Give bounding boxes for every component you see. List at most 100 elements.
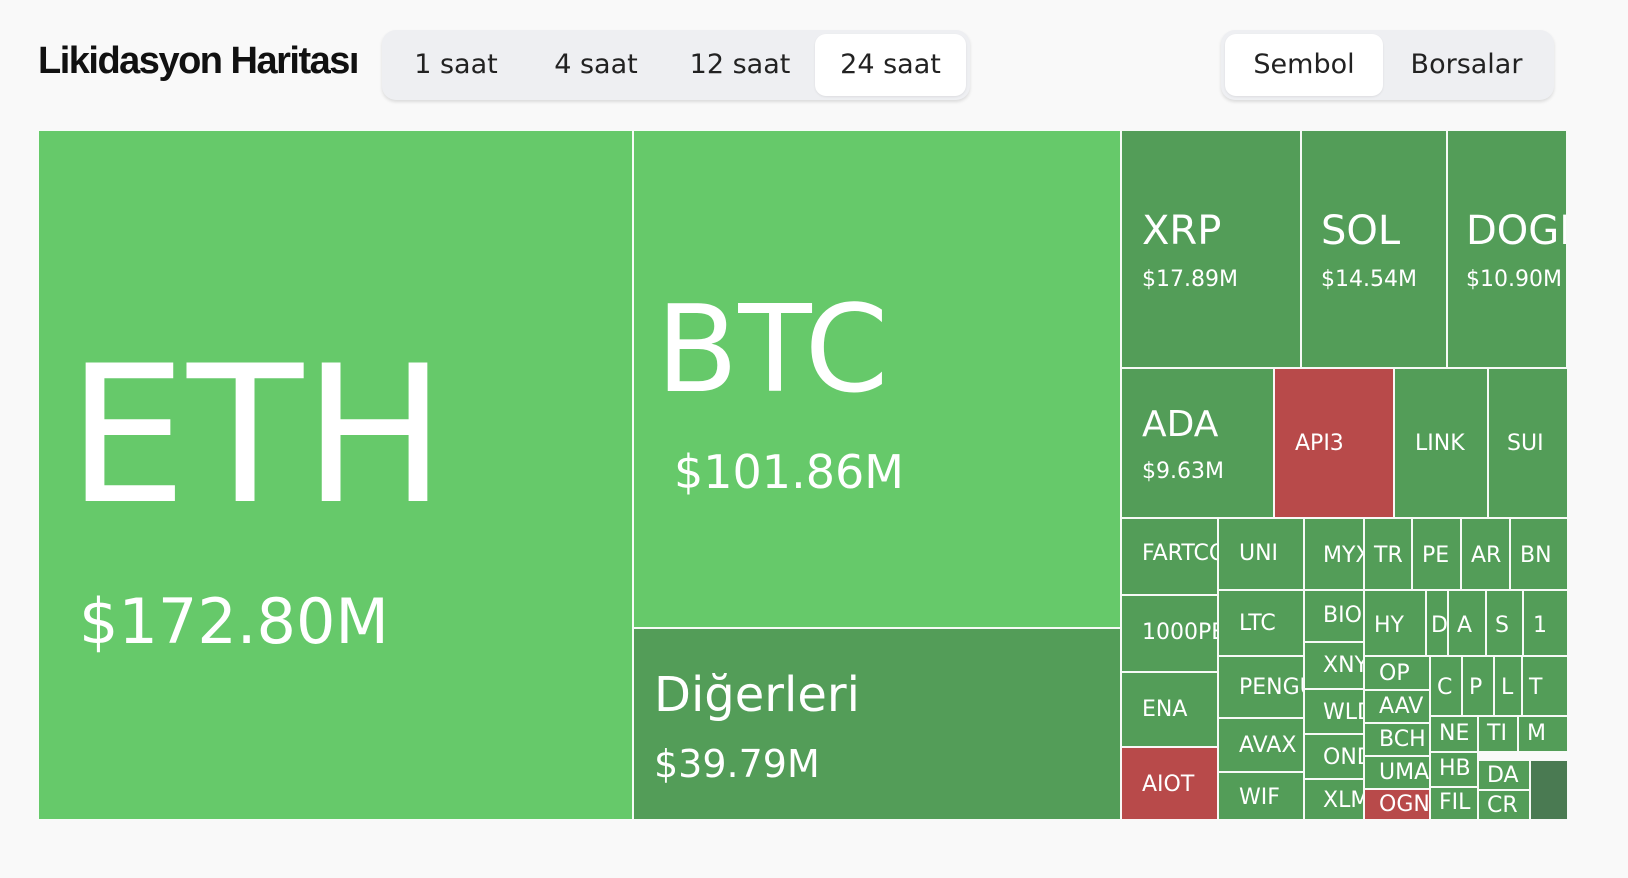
cell-symbol: ENA [1142, 697, 1188, 722]
tab-12-saat[interactable]: 12 saat [689, 49, 791, 80]
treemap-cell[interactable]: OP [1364, 656, 1430, 690]
cell-value: $9.63M [1142, 459, 1224, 484]
treemap-cell[interactable]: XNY [1304, 642, 1364, 689]
tab-4-saat[interactable]: 4 saat [554, 49, 638, 80]
cell-symbol: C [1437, 675, 1453, 700]
cell-symbol: AAV [1379, 694, 1424, 719]
treemap-cell[interactable]: FIL [1430, 787, 1478, 820]
treemap-cell[interactable]: PE [1412, 518, 1461, 590]
cell-symbol: SUI [1507, 431, 1544, 456]
cell-symbol: LINK [1415, 431, 1465, 456]
treemap-cell[interactable]: SOL $14.54M [1301, 130, 1447, 368]
treemap-cell[interactable]: P [1462, 656, 1494, 716]
cell-symbol: Diğerleri [654, 667, 860, 723]
cell-symbol: TR [1374, 543, 1403, 568]
cell-value: $172.80M [79, 585, 389, 658]
cell-symbol: OP [1379, 661, 1410, 686]
cell-symbol: WIF [1239, 785, 1280, 810]
tab-sembol[interactable]: Sembol [1225, 34, 1383, 96]
cell-symbol: L [1501, 675, 1514, 700]
treemap-cell[interactable]: 1 [1523, 590, 1568, 656]
cell-symbol: OGN [1379, 792, 1430, 817]
treemap-cell[interactable]: HB [1430, 752, 1478, 787]
treemap-cell[interactable]: XRP $17.89M [1121, 130, 1301, 368]
cell-symbol: DA [1487, 763, 1519, 788]
cell-symbol: AVAX [1239, 733, 1297, 758]
treemap-cell[interactable]: TR [1364, 518, 1412, 590]
treemap-cell[interactable]: ENA [1121, 672, 1218, 747]
treemap-cell[interactable]: S [1486, 590, 1523, 656]
treemap-cell[interactable]: TI [1478, 716, 1518, 752]
treemap-cell[interactable]: CR [1478, 790, 1530, 820]
tab-24-saat[interactable]: 24 saat [815, 34, 966, 96]
treemap-cell[interactable]: FARTCOIN [1121, 518, 1218, 595]
cell-symbol: BIO [1323, 603, 1362, 628]
treemap-cell[interactable]: Diğerleri $39.79M [633, 628, 1121, 820]
cell-symbol: MYX [1323, 543, 1363, 568]
treemap-cell[interactable]: NE [1430, 716, 1478, 752]
treemap-cell[interactable]: A [1448, 590, 1486, 656]
treemap-cell[interactable]: 1000PEPE [1121, 595, 1218, 672]
treemap-cell[interactable]: XLM [1304, 779, 1364, 820]
treemap-cell[interactable]: AR [1461, 518, 1510, 590]
treemap-cell[interactable]: AVAX [1218, 718, 1304, 772]
cell-symbol: A [1457, 613, 1473, 638]
cell-symbol: 1000PEPE [1142, 620, 1217, 645]
timeframe-selector: 1 saat 4 saat 12 saat 24 saat [382, 30, 970, 100]
cell-symbol: NE [1439, 721, 1470, 746]
treemap-cell[interactable]: C [1430, 656, 1462, 716]
treemap-cell[interactable]: OGN [1364, 789, 1430, 820]
cell-symbol: LTC [1239, 611, 1276, 636]
treemap-cell[interactable]: L [1494, 656, 1522, 716]
cell-symbol: DO [1431, 613, 1448, 638]
cell-symbol: UNI [1239, 541, 1279, 566]
treemap-cell[interactable]: BIO [1304, 590, 1364, 642]
treemap-cell[interactable]: AIOT [1121, 747, 1218, 820]
cell-symbol: BN [1520, 543, 1552, 568]
cell-symbol: CR [1487, 793, 1518, 818]
cell-symbol: BCH [1379, 727, 1426, 752]
cell-symbol: SOL [1321, 208, 1401, 254]
treemap-cell[interactable]: DA [1478, 760, 1530, 790]
treemap-cell[interactable]: UNI [1218, 518, 1304, 590]
treemap-cell[interactable]: MYX [1304, 518, 1364, 590]
treemap-cell[interactable]: AAV [1364, 690, 1430, 723]
cell-symbol: BTC [656, 281, 889, 420]
cell-symbol: ADA [1142, 404, 1219, 445]
view-selector: Sembol Borsalar [1221, 30, 1554, 100]
treemap-cell[interactable]: WLD [1304, 689, 1364, 734]
treemap-cell[interactable]: BTC $101.86M [633, 130, 1121, 628]
cell-symbol: AIOT [1142, 772, 1195, 797]
treemap-cell[interactable]: ADA $9.63M [1121, 368, 1274, 518]
tab-1-saat[interactable]: 1 saat [414, 49, 498, 80]
treemap-cell[interactable]: UMA [1364, 756, 1430, 789]
treemap-cell[interactable] [1530, 760, 1568, 820]
cell-symbol: API3 [1295, 431, 1344, 456]
treemap-cell[interactable]: DOGE $10.90M [1447, 130, 1567, 368]
tab-borsalar[interactable]: Borsalar [1410, 49, 1523, 80]
treemap-cell[interactable]: BN [1510, 518, 1568, 590]
cell-symbol: OND [1323, 745, 1363, 770]
treemap-cell[interactable]: M [1518, 716, 1568, 752]
cell-symbol: UMA [1379, 760, 1430, 785]
cell-symbol: AR [1471, 543, 1502, 568]
cell-symbol: TI [1487, 721, 1507, 746]
treemap-cell[interactable]: T [1522, 656, 1568, 716]
treemap-cell[interactable]: BCH [1364, 723, 1430, 756]
treemap-cell[interactable]: SUI [1488, 368, 1568, 518]
treemap-cell[interactable]: LINK [1394, 368, 1488, 518]
treemap-cell[interactable]: ETH $172.80M [38, 130, 633, 820]
treemap-cell[interactable]: WIF [1218, 772, 1304, 820]
cell-symbol: XRP [1142, 208, 1222, 254]
cell-symbol: FARTCOIN [1142, 541, 1217, 566]
treemap-cell[interactable]: PENGU [1218, 656, 1304, 718]
cell-symbol: PENGU [1239, 675, 1303, 700]
treemap-cell[interactable]: API3 [1274, 368, 1394, 518]
cell-symbol: S [1495, 613, 1509, 638]
cell-symbol: XNY [1323, 653, 1364, 678]
treemap-cell[interactable]: DO [1426, 590, 1448, 656]
treemap-cell[interactable]: OND [1304, 734, 1364, 779]
cell-symbol: HY [1374, 613, 1404, 638]
treemap-cell[interactable]: HY [1364, 590, 1426, 656]
treemap-cell[interactable]: LTC [1218, 590, 1304, 656]
